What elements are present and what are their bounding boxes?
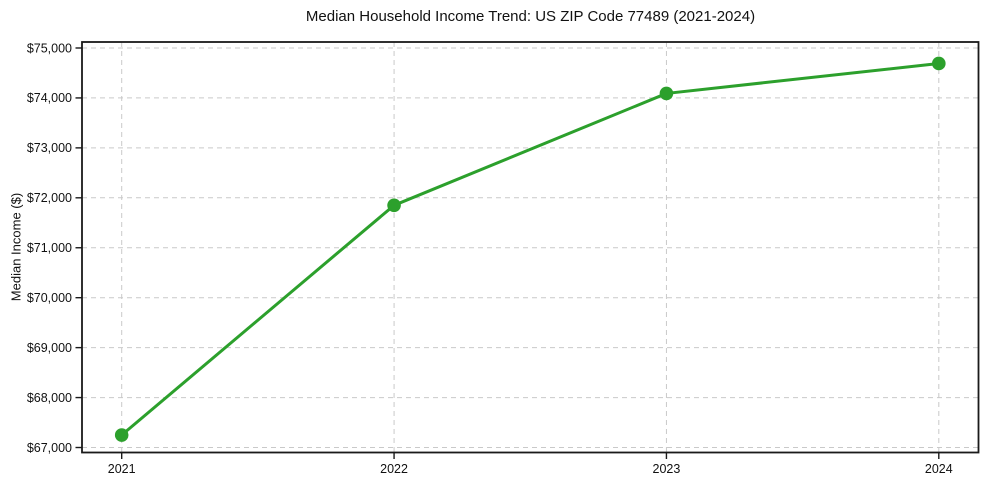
trend-line <box>120 61 941 437</box>
y-tick-label: $74,000 <box>27 91 72 105</box>
data-point-2023 <box>659 86 674 101</box>
x-tick-label: 2023 <box>653 462 681 476</box>
y-tick-label: $75,000 <box>27 41 72 55</box>
y-tick-label: $69,000 <box>27 341 72 355</box>
data-point-2022 <box>387 198 401 213</box>
y-tick-label: $67,000 <box>27 441 72 455</box>
x-tick-label: 2022 <box>380 462 408 476</box>
data-point-2021 <box>114 428 129 442</box>
y-tick-label: $73,000 <box>27 141 72 155</box>
data-point-2024 <box>932 56 946 71</box>
chart-title: Median Household Income Trend: US ZIP Co… <box>305 8 756 25</box>
x-tick-label: 2021 <box>108 462 136 476</box>
x-tick-label: 2024 <box>925 462 953 476</box>
y-tick-label: $72,000 <box>27 191 72 205</box>
plot-border <box>81 41 980 454</box>
y-tick-label: $70,000 <box>27 291 72 305</box>
y-tick-label: $71,000 <box>27 241 72 255</box>
y-tick-label: $68,000 <box>27 391 72 405</box>
